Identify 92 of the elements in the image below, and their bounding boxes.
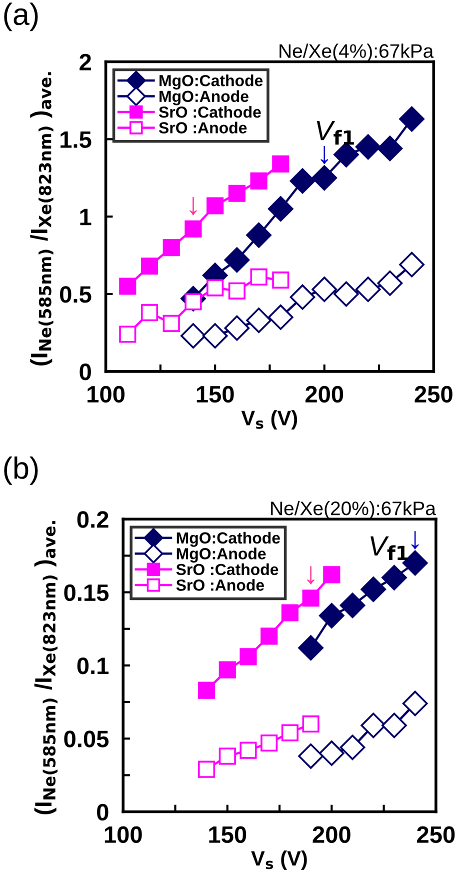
x-tick-label: 250 [417, 826, 455, 843]
y-axis-title: (I$_{Ne(585nm)}$ /I$_{Xe(823nm)}$ )$_{ave.}$ [34, 521, 58, 814]
point [360, 576, 386, 602]
legend-label: SrO :Anode [176, 579, 264, 591]
chart-subtitle: Ne/Xe(4%):67kPa [280, 44, 434, 62]
y-tick-label: 1 [80, 208, 92, 226]
x-tick-label: 150 [209, 826, 246, 843]
x-tick-label: 100 [104, 826, 142, 843]
y-tick-label: 0.05 [64, 730, 109, 748]
point [355, 134, 381, 160]
x-axis-title: V$_{s}$ (V) [251, 850, 307, 870]
y-tick-label: 0.1 [77, 658, 109, 674]
legend-label: MgO:Anode [176, 548, 266, 563]
y-axis-title: (I$_{Ne(585nm)}$ /I$_{Xe(823nm)}$ )$_{ave.}$ [30, 72, 54, 366]
annotation: ↓ [320, 146, 328, 164]
point [184, 220, 202, 238]
point [290, 168, 316, 194]
point [198, 682, 216, 699]
chart-title: (b) [4, 456, 38, 485]
point [318, 602, 344, 628]
point [140, 258, 158, 275]
point [162, 314, 180, 332]
legend-label: SrO :Cathode [176, 563, 278, 576]
point [246, 222, 272, 248]
annotation: ↓ [190, 197, 197, 216]
legend-label: SrO :Cathode [158, 106, 261, 118]
y-tick-label: 2 [80, 54, 91, 70]
point [246, 308, 272, 334]
point [334, 281, 359, 307]
point [218, 661, 236, 678]
legend-label: MgO:Cathode [160, 74, 263, 90]
annotation: V$_{f1}$ [316, 120, 354, 145]
annotation: ↓ [412, 531, 419, 550]
point [240, 648, 257, 666]
point [312, 276, 338, 302]
point [224, 315, 250, 341]
y-tick-label: 0 [80, 363, 91, 380]
point [323, 566, 340, 584]
point [268, 196, 294, 222]
point [224, 247, 250, 273]
point [302, 590, 320, 607]
point [298, 743, 324, 769]
point [377, 136, 403, 162]
chart-subtitle: Ne/Xe(20%):67kPa [271, 500, 436, 520]
point [180, 323, 206, 349]
x-tick-label: 250 [414, 386, 452, 403]
point [206, 197, 224, 214]
point [250, 268, 268, 286]
point [281, 604, 298, 622]
point [250, 172, 268, 190]
x-axis-title: V$_{s}$ (V) [241, 410, 298, 430]
chart-title: (a) [4, 2, 38, 32]
point [140, 304, 158, 322]
point [290, 284, 316, 310]
point [272, 155, 290, 172]
x-tick-label: 200 [312, 826, 350, 843]
point [340, 592, 366, 618]
point [382, 712, 407, 738]
point [218, 748, 236, 765]
legend-label: MgO:Anode [160, 90, 248, 106]
point [202, 323, 228, 349]
point [260, 628, 278, 645]
point [355, 276, 381, 302]
annotation: V$_{f1}$ [370, 536, 408, 560]
point [377, 270, 403, 296]
y-tick-label: 0.15 [64, 584, 109, 602]
point [298, 635, 324, 661]
point [402, 690, 428, 716]
y-tick-label: 0 [97, 804, 108, 821]
y-tick-label: 1.5 [60, 131, 92, 148]
point [340, 734, 366, 760]
point [399, 106, 424, 132]
point [228, 282, 246, 300]
point [281, 724, 298, 742]
point [119, 278, 136, 295]
y-tick-label: 0.2 [77, 511, 108, 528]
point [162, 239, 180, 256]
point [206, 279, 224, 296]
point [240, 742, 257, 759]
x-tick-label: 200 [305, 386, 344, 403]
point [399, 252, 424, 278]
annotation: ↓ [307, 566, 314, 584]
x-tick-label: 100 [88, 386, 125, 403]
point [382, 564, 407, 590]
point [312, 165, 338, 191]
y-tick-label: 0.5 [60, 286, 92, 303]
point [318, 740, 344, 766]
point [228, 184, 246, 202]
legend-label: MgO:Cathode [176, 532, 280, 547]
x-tick-label: 150 [196, 386, 234, 403]
point [268, 304, 294, 330]
legend-label: SrO :Anode [158, 122, 247, 134]
